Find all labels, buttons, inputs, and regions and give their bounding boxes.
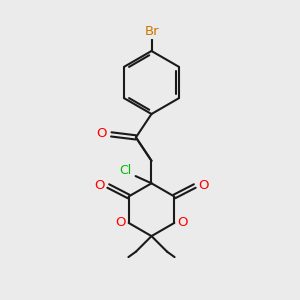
Text: Cl: Cl	[119, 164, 131, 177]
Text: O: O	[94, 179, 104, 192]
Text: Br: Br	[145, 25, 160, 38]
Text: O: O	[177, 216, 188, 229]
Text: O: O	[116, 216, 126, 229]
Text: O: O	[199, 179, 209, 192]
Text: O: O	[97, 127, 107, 140]
